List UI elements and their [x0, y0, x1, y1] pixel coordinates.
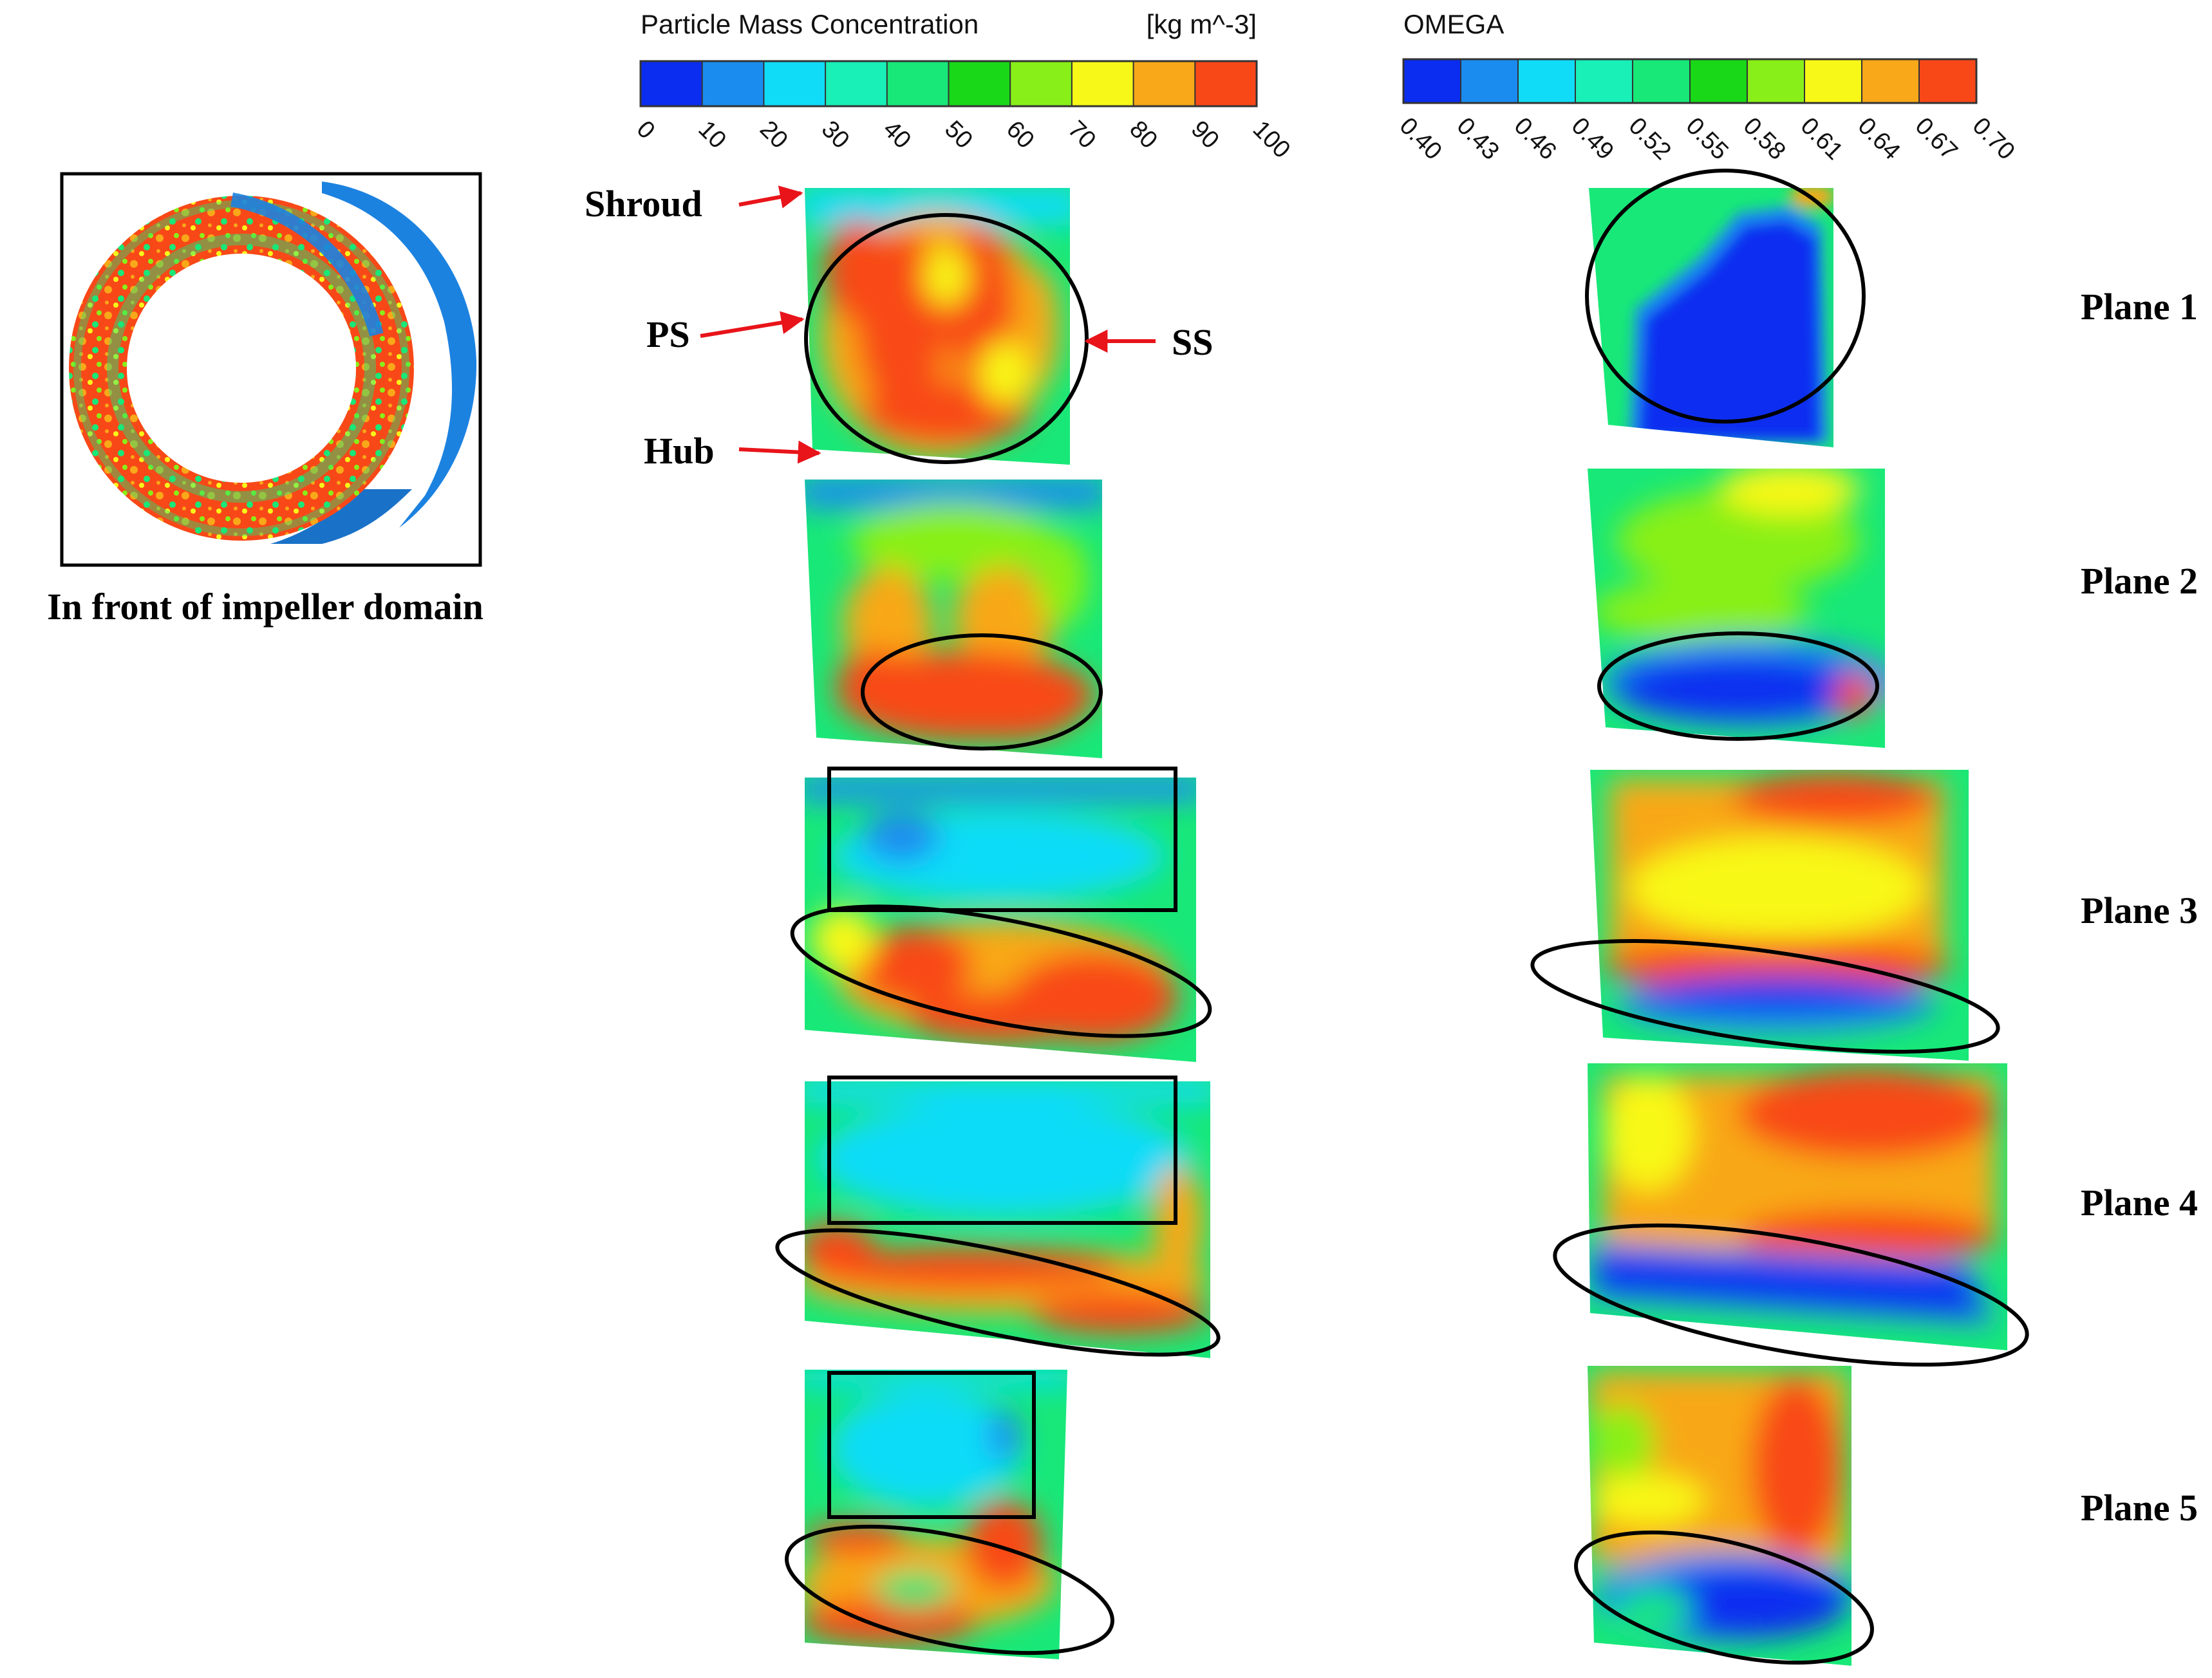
colorbar-concentration-swatches: [641, 61, 1257, 106]
arrow-ps: [700, 311, 805, 338]
colorbar-concentration-tick-label: 40: [877, 116, 916, 154]
colorbar-concentration-tick-label: 90: [1186, 116, 1224, 154]
arrow-hub: [738, 440, 821, 464]
colorbar-omega-tick-label: 0.58: [1738, 113, 1791, 165]
omega-plane-5: [1588, 1366, 1851, 1666]
colorbar-concentration-swatch: [886, 61, 949, 106]
label-hub: Hub: [644, 430, 715, 472]
colorbar-omega-swatch: [1403, 59, 1461, 103]
omega-plane-2: [1588, 469, 1885, 748]
impeller-blade-shape: [270, 489, 412, 544]
colorbar-omega-swatch: [1461, 59, 1519, 103]
annotations: [775, 169, 2029, 1665]
colorbar-concentration-tick-label: 50: [939, 116, 978, 154]
colorbar-concentration-tick-label: 60: [1001, 116, 1040, 154]
colorbar-omega-title: OMEGA: [1403, 9, 1504, 39]
colorbar-omega-tick-label: 0.43: [1452, 113, 1504, 165]
concentration-plane-1: [805, 188, 1070, 465]
annotation-ellipse: [1597, 631, 1879, 741]
colorbar-omega-swatch: [1919, 59, 1977, 103]
colorbar-omega-tick-label: 0.46: [1509, 113, 1562, 165]
omega-plane-3: [1590, 770, 1969, 1061]
colorbar-concentration-title: Particle Mass Concentration: [641, 9, 979, 39]
annotation-rectangle: [827, 767, 1177, 912]
colorbar-omega-swatches: [1403, 59, 1977, 103]
colorbar-omega-tick-label: 0.55: [1681, 113, 1734, 165]
annotation-rectangle: [827, 1076, 1177, 1225]
colorbar-omega-tick-label: 0.70: [1967, 113, 2020, 165]
colorbar-omega-swatch: [1575, 59, 1633, 103]
colorbar-concentration: Particle Mass Concentration [kg m^-3] 0 1…: [632, 9, 1296, 163]
colorbar-concentration-tick-label: 100: [1248, 116, 1296, 164]
colorbar-omega-swatch: [1690, 59, 1748, 103]
colorbar-concentration-swatch: [764, 61, 826, 106]
colorbar-omega-swatch: [1804, 59, 1862, 103]
omega-plane-4: [1588, 1063, 2007, 1350]
colorbar-concentration-swatch: [948, 61, 1011, 106]
plane-label-1: Plane 1: [2081, 286, 2198, 328]
colorbar-omega-tick-label: 0.61: [1795, 113, 1848, 165]
colorbar-concentration-tick-label: 10: [693, 116, 731, 154]
colorbar-omega-swatch: [1862, 59, 1920, 103]
colorbar-concentration-unit: [kg m^-3]: [1147, 9, 1257, 39]
colorbar-omega-tick-label: 0.64: [1853, 113, 1906, 165]
impeller-blade-shape: [322, 182, 477, 528]
concentration-plane-2: [805, 480, 1102, 758]
colorbar-concentration-swatch: [1071, 61, 1134, 106]
label-ss: SS: [1172, 321, 1214, 363]
omega-plane-1: [1589, 188, 1833, 447]
colorbar-omega-tick-label: 0.52: [1624, 113, 1676, 165]
annotation-ellipse: [790, 904, 1212, 1038]
arrow-shroud: [738, 185, 803, 209]
annotation-rectangle: [827, 1371, 1036, 1519]
plane-label-2: Plane 2: [2081, 560, 2198, 602]
colorbar-concentration-tick-label: 0: [632, 116, 661, 145]
colorbar-concentration-tick-label: 70: [1063, 116, 1101, 154]
colorbar-concentration-tick-label: 20: [755, 116, 793, 154]
colorbar-concentration-swatch: [702, 61, 764, 106]
annotation-ellipse: [785, 1524, 1114, 1655]
inset-panel: In front of impeller domain: [47, 172, 483, 628]
side-labels: Shroud PS SS Hub: [585, 183, 1214, 472]
annotation-ellipse: [1585, 169, 1866, 424]
colorbar-omega-swatch: [1518, 59, 1576, 103]
annotation-ellipse: [1530, 939, 2000, 1054]
colorbar-omega-swatch: [1747, 59, 1805, 103]
colorbar-omega-tick-label: 0.67: [1910, 113, 1963, 165]
colorbar-omega: OMEGA 0.40 0.43 0.46 0.49 0.52 0.55 0.58 0.61 0.…: [1394, 9, 2020, 165]
colorbar-concentration-swatch: [1010, 61, 1073, 106]
particle-ring: [69, 192, 414, 541]
colorbar-concentration-swatch: [825, 61, 888, 106]
concentration-plane-4: [805, 1081, 1210, 1358]
colorbar-omega-tick-label: 0.49: [1566, 113, 1619, 165]
inset-caption: In front of impeller domain: [47, 586, 483, 628]
plane-label-5: Plane 5: [2081, 1487, 2198, 1529]
label-ps: PS: [646, 313, 690, 355]
plane-label-3: Plane 3: [2081, 890, 2198, 931]
colorbar-concentration-tick-label: 30: [816, 116, 855, 154]
colorbar-concentration-tick-label: 80: [1124, 116, 1163, 154]
annotation-ellipse: [1553, 1223, 2029, 1367]
inset-frame: [60, 172, 482, 567]
colorbar-omega-tick-label: 0.40: [1394, 113, 1447, 165]
colorbar-omega-swatch: [1633, 59, 1691, 103]
colorbar-concentration-swatch: [1195, 61, 1257, 106]
plane-label-4: Plane 4: [2081, 1182, 2198, 1224]
annotation-ellipse: [775, 1228, 1221, 1357]
colorbar-concentration-swatch: [641, 61, 703, 106]
colorbar-concentration-swatch: [1133, 61, 1195, 106]
annotation-ellipse: [861, 633, 1103, 750]
label-shroud: Shroud: [585, 183, 702, 225]
plane-labels: Plane 1 Plane 2 Plane 3 Plane 4 Plane 5: [2081, 286, 2198, 1529]
annotation-ellipse: [1574, 1530, 1874, 1665]
